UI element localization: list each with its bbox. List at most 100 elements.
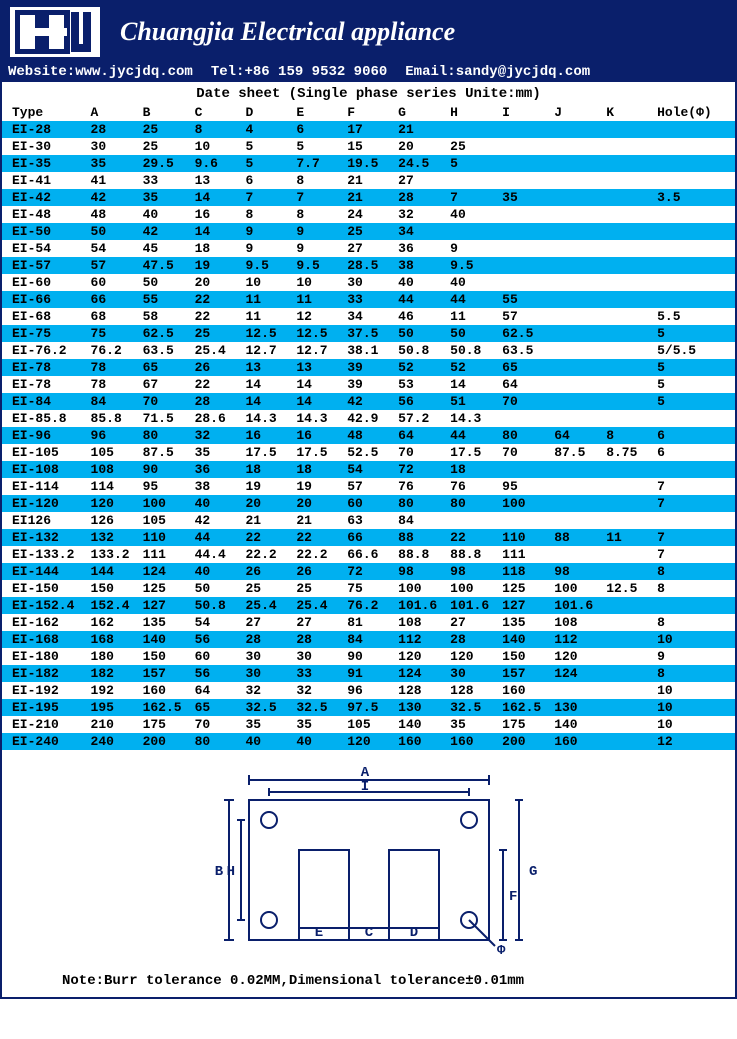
table-cell: 5 bbox=[241, 138, 292, 155]
table-cell bbox=[446, 172, 498, 189]
table-cell: 100 bbox=[550, 580, 602, 597]
table-cell: 37.5 bbox=[343, 325, 394, 342]
table-cell: 30 bbox=[241, 648, 292, 665]
table-cell: 33 bbox=[343, 291, 394, 308]
table-cell: EI-78 bbox=[2, 376, 87, 393]
table-cell: 8 bbox=[602, 427, 653, 444]
table-cell bbox=[602, 546, 653, 563]
table-cell: 28 bbox=[394, 189, 446, 206]
table-cell: 54 bbox=[87, 240, 139, 257]
table-cell: 10 bbox=[191, 138, 242, 155]
table-cell: 63 bbox=[343, 512, 394, 529]
table-cell: 9 bbox=[292, 240, 343, 257]
table-cell: 51 bbox=[446, 393, 498, 410]
table-cell: 21 bbox=[343, 189, 394, 206]
table-cell: 100 bbox=[139, 495, 191, 512]
table-cell: 100 bbox=[446, 580, 498, 597]
tel-block: Tel:+86 159 9532 9060 bbox=[211, 64, 387, 80]
table-cell: 78 bbox=[87, 376, 139, 393]
table-row: EI-545445189927369 bbox=[2, 240, 735, 257]
table-cell bbox=[498, 512, 550, 529]
table-cell: 108 bbox=[394, 614, 446, 631]
table-cell: 35 bbox=[191, 444, 242, 461]
table-cell: 76.2 bbox=[87, 342, 139, 359]
table-cell: 5 bbox=[653, 393, 735, 410]
dim-b: B bbox=[214, 864, 223, 880]
table-cell: 135 bbox=[498, 614, 550, 631]
table-cell: 19 bbox=[241, 478, 292, 495]
table-cell bbox=[602, 733, 653, 750]
table-cell: 50 bbox=[394, 325, 446, 342]
table-cell: 30 bbox=[446, 665, 498, 682]
table-cell: 105 bbox=[139, 512, 191, 529]
table-cell: 111 bbox=[139, 546, 191, 563]
table-cell: EI-168 bbox=[2, 631, 87, 648]
table-cell: 14 bbox=[191, 189, 242, 206]
table-cell: 160 bbox=[139, 682, 191, 699]
table-cell: 22 bbox=[191, 376, 242, 393]
table-cell: 14 bbox=[292, 393, 343, 410]
table-cell: 10 bbox=[653, 716, 735, 733]
table-cell: 91 bbox=[343, 665, 394, 682]
table-cell bbox=[550, 155, 602, 172]
table-cell bbox=[446, 223, 498, 240]
table-cell bbox=[550, 172, 602, 189]
table-row: EI-76.276.263.525.412.712.738.150.850.86… bbox=[2, 342, 735, 359]
table-cell: 175 bbox=[139, 716, 191, 733]
table-cell: 42 bbox=[87, 189, 139, 206]
table-cell: 25 bbox=[139, 121, 191, 138]
table-cell: 120 bbox=[550, 648, 602, 665]
table-cell: EI-114 bbox=[2, 478, 87, 495]
table-cell: EI-41 bbox=[2, 172, 87, 189]
table-cell bbox=[550, 495, 602, 512]
table-cell: 101.6 bbox=[394, 597, 446, 614]
table-cell: 28.6 bbox=[191, 410, 242, 427]
table-cell: 126 bbox=[87, 512, 139, 529]
table-cell: 35 bbox=[498, 189, 550, 206]
table-cell: 38 bbox=[191, 478, 242, 495]
data-table: TypeABCDEFGHIJKHole(Φ) EI-2828258461721E… bbox=[2, 104, 735, 750]
table-cell: 32.5 bbox=[241, 699, 292, 716]
table-cell: 130 bbox=[394, 699, 446, 716]
table-cell: 160 bbox=[498, 682, 550, 699]
table-cell: 40 bbox=[191, 495, 242, 512]
table-cell: 44 bbox=[394, 291, 446, 308]
table-cell: 14 bbox=[446, 376, 498, 393]
table-cell: 32 bbox=[241, 682, 292, 699]
table-cell: 40 bbox=[191, 563, 242, 580]
table-cell: 44.4 bbox=[191, 546, 242, 563]
table-head: TypeABCDEFGHIJKHole(Φ) bbox=[2, 104, 735, 121]
table-cell: 18 bbox=[241, 461, 292, 478]
table-cell: 10 bbox=[241, 274, 292, 291]
table-cell: 32.5 bbox=[292, 699, 343, 716]
table-cell: 162 bbox=[87, 614, 139, 631]
table-cell: 41 bbox=[87, 172, 139, 189]
table-cell: 11 bbox=[241, 308, 292, 325]
table-cell: 195 bbox=[87, 699, 139, 716]
table-cell bbox=[550, 376, 602, 393]
table-cell: 32.5 bbox=[446, 699, 498, 716]
dim-i: I bbox=[360, 779, 368, 795]
table-cell: 33 bbox=[292, 665, 343, 682]
table-cell bbox=[602, 682, 653, 699]
table-cell: 6 bbox=[653, 427, 735, 444]
table-cell: 42 bbox=[139, 223, 191, 240]
table-cell: 5 bbox=[653, 376, 735, 393]
ei-lamination-diagram: A I B H bbox=[189, 760, 549, 960]
table-cell: 11 bbox=[602, 529, 653, 546]
table-cell bbox=[550, 240, 602, 257]
table-cell: 44 bbox=[446, 291, 498, 308]
table-cell bbox=[602, 325, 653, 342]
table-cell: 112 bbox=[394, 631, 446, 648]
table-cell bbox=[602, 291, 653, 308]
table-cell: 25 bbox=[292, 580, 343, 597]
table-cell: 130 bbox=[550, 699, 602, 716]
table-cell: 5 bbox=[653, 325, 735, 342]
table-cell: 30 bbox=[87, 138, 139, 155]
table-row: EI-575747.5199.59.528.5389.5 bbox=[2, 257, 735, 274]
table-cell: 9.5 bbox=[446, 257, 498, 274]
table-cell: 19 bbox=[191, 257, 242, 274]
table-cell: 38 bbox=[394, 257, 446, 274]
table-cell: 100 bbox=[394, 580, 446, 597]
table-cell bbox=[602, 631, 653, 648]
